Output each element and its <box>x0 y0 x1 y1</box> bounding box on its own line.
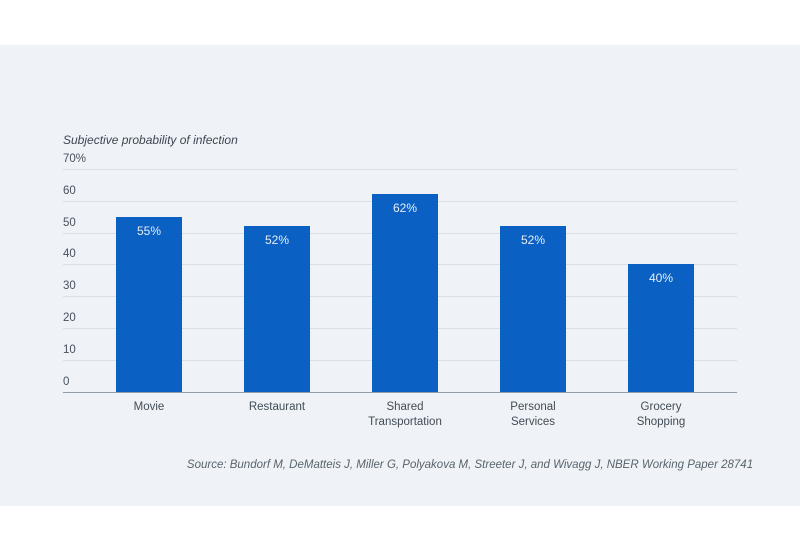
y-tick-label: 0 <box>63 376 70 388</box>
y-tick-label: 20 <box>63 312 76 325</box>
bar-value-label: 52% <box>520 233 546 248</box>
bar-restaurant: 52% <box>244 226 310 392</box>
bar-shared-transportation: 62% <box>372 194 438 392</box>
bar-grocery-shopping: 40% <box>628 264 694 392</box>
category-label: Movie <box>133 401 165 413</box>
bar-movie: 55% <box>116 216 182 392</box>
y-tick-label: 60 <box>63 184 76 197</box>
chart-background: Subjective probability of infection 70% 6… <box>0 45 800 506</box>
bar-personal-services: 52% <box>500 226 566 392</box>
category-label: Restaurant <box>248 401 306 413</box>
bar-value-label: 52% <box>264 233 290 248</box>
y-tick-label: 40 <box>63 248 76 261</box>
bar-value-label: 40% <box>648 271 674 286</box>
y-tick-label: 30 <box>63 280 76 293</box>
category-label: Shared Transportation <box>368 401 442 428</box>
y-tick-label: 70% <box>63 152 87 165</box>
x-axis-line <box>63 392 737 393</box>
source-note: Source: Bundorf M, DeMatteis J, Miller G… <box>186 459 754 471</box>
plot-area: 70% 60 50 40 30 20 10 0 55% Movie 52% Restaurant 62%… <box>0 45 800 506</box>
bar-value-label: 62% <box>392 201 418 216</box>
y-tick-label: 50 <box>63 216 76 229</box>
y-tick-label: 10 <box>63 344 76 357</box>
gridline <box>63 168 737 170</box>
category-label: Personal Services <box>510 401 556 428</box>
bar-value-label: 55% <box>136 223 162 238</box>
chart-title: Subjective probability of infection <box>63 133 238 147</box>
category-label: Grocery Shopping <box>636 401 686 428</box>
